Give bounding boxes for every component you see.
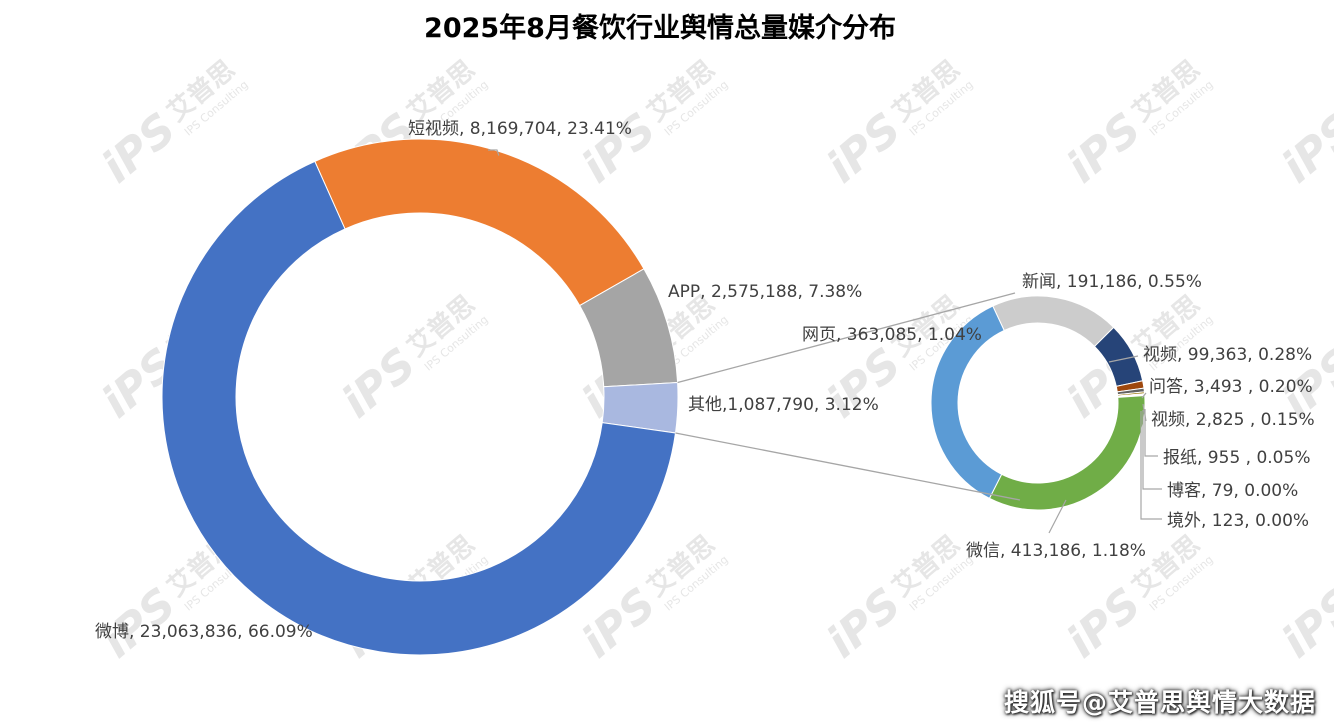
main-slice: [314, 138, 645, 307]
data-label: 新闻, 191,186, 0.55%: [1022, 272, 1202, 292]
data-label: 微信, 413,186, 1.18%: [966, 541, 1146, 561]
connector-lines: [675, 292, 1021, 501]
sub-slice: [930, 305, 1005, 500]
leader-line: [1144, 409, 1158, 457]
leader-line: [1142, 410, 1162, 490]
data-label: 短视频, 8,169,704, 23.41%: [408, 119, 632, 139]
data-label: 网页, 363,085, 1.04%: [802, 325, 982, 345]
connector-line: [675, 432, 1021, 501]
data-label: 博客, 79, 0.00%: [1167, 481, 1298, 501]
data-label: 其他,1,087,790, 3.12%: [688, 395, 879, 415]
data-label: 微博, 23,063,836, 66.09%: [95, 622, 313, 642]
sub-slice: [988, 395, 1146, 511]
watermark-brand: iPS: [1272, 578, 1334, 668]
watermark-brand: iPS: [1272, 103, 1334, 193]
leader-line: [1141, 392, 1147, 399]
main-slice: [161, 160, 677, 656]
data-labels: 短视频, 8,169,704, 23.41% APP, 2,575,188, 7.…: [95, 119, 1315, 642]
sub-donut: [930, 295, 1146, 511]
leader-line: [488, 149, 500, 156]
data-label: 境外, 123, 0.00%: [1167, 511, 1309, 531]
footer-watermark: 搜狐号@艾普思舆情大数据: [1003, 688, 1316, 717]
sub-slice: [992, 295, 1115, 348]
connector-line: [677, 292, 1016, 384]
data-label: 报纸, 955 , 0.05%: [1163, 448, 1310, 468]
data-label: 视频, 99,363, 0.28%: [1143, 345, 1312, 365]
leader-line: [1108, 355, 1139, 363]
data-label: 视频, 2,825 , 0.15%: [1151, 410, 1315, 430]
chart-title: 2025年8月餐饮行业舆情总量媒介分布: [424, 13, 896, 44]
leader-line: [1140, 411, 1162, 520]
main-donut: [161, 138, 679, 656]
data-label: APP, 2,575,188, 7.38%: [668, 282, 862, 302]
leader-line: [1048, 499, 1067, 534]
data-label: 问答, 3,493 , 0.20%: [1149, 377, 1313, 397]
